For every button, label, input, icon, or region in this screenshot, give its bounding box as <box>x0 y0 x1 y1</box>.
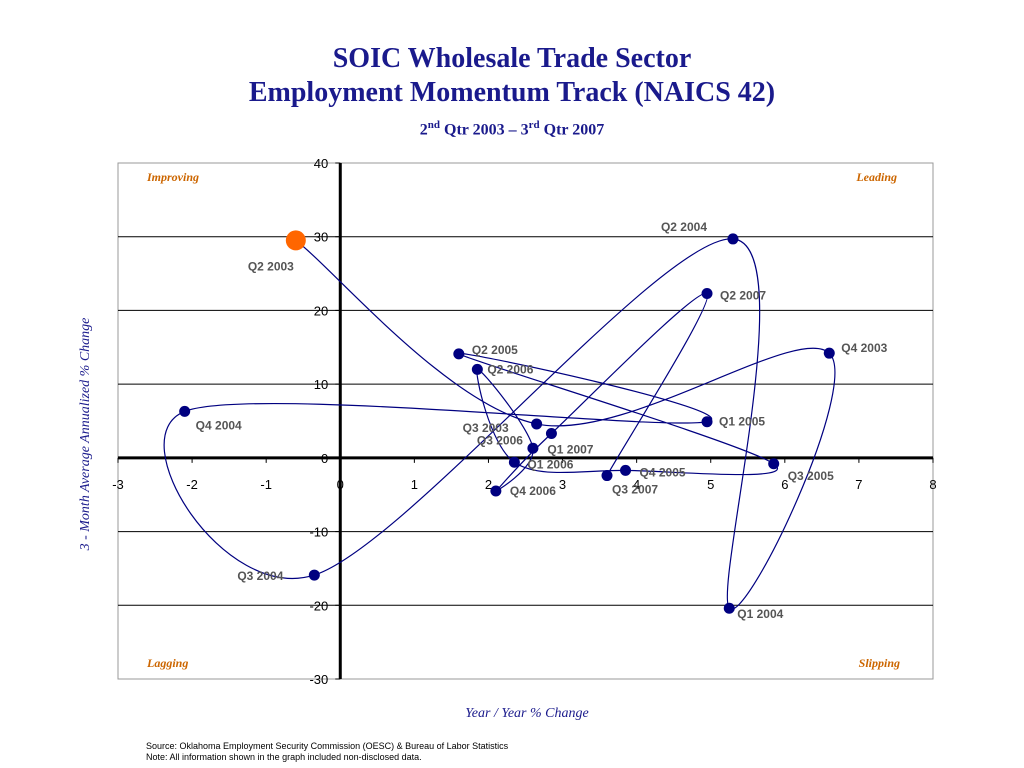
chart-title: SOIC Wholesale Trade Sector Employment M… <box>0 42 1024 143</box>
x-tick-label: 3 <box>559 477 566 492</box>
point-label: Q1 2006 <box>527 457 573 471</box>
quadrant-label-slipping: Slipping <box>859 656 900 670</box>
data-point <box>308 569 320 581</box>
point-label: Q3 2003 <box>463 421 509 435</box>
point-label: Q2 2003 <box>248 259 294 273</box>
data-point <box>701 287 713 299</box>
data-point <box>490 485 502 497</box>
x-tick-label: 0 <box>337 477 344 492</box>
x-tick-label: 2 <box>485 477 492 492</box>
data-point <box>823 347 835 359</box>
point-label: Q2 2004 <box>661 220 707 234</box>
point-label: Q2 2006 <box>487 362 533 376</box>
footnote: Source: Oklahoma Employment Security Com… <box>146 741 508 763</box>
x-tick-label: -1 <box>260 477 272 492</box>
point-label: Q2 2007 <box>720 288 766 302</box>
point-label: Q4 2004 <box>196 418 242 432</box>
y-tick-label: 20 <box>314 303 328 318</box>
point-label: Q3 2007 <box>612 483 658 497</box>
data-point <box>531 418 543 430</box>
y-tick-label: 30 <box>314 230 328 245</box>
data-point <box>601 470 613 482</box>
data-point-start <box>285 230 306 251</box>
x-axis-label: Year / Year % Change <box>465 706 589 721</box>
point-label: Q2 2005 <box>472 343 518 357</box>
point-label: Q3 2005 <box>788 469 834 483</box>
y-tick-label: 40 <box>314 156 328 171</box>
x-tick-label: 1 <box>411 477 418 492</box>
x-tick-label: 5 <box>707 477 714 492</box>
x-tick-label: 4 <box>633 477 640 492</box>
y-tick-label: -30 <box>309 672 328 687</box>
data-point <box>723 602 735 614</box>
data-point <box>453 348 465 360</box>
data-point <box>620 464 632 476</box>
y-tick-label: 10 <box>314 377 328 392</box>
point-label: Q3 2006 <box>477 433 523 447</box>
quadrant-label-lagging: Lagging <box>146 656 188 670</box>
y-tick-label: -20 <box>309 598 328 613</box>
data-point <box>508 456 520 468</box>
x-tick-label: 6 <box>781 477 788 492</box>
source-note: Source: Oklahoma Employment Security Com… <box>146 741 509 751</box>
data-point <box>471 363 483 375</box>
data-point <box>727 233 739 245</box>
data-point <box>701 416 713 428</box>
y-tick-label: -10 <box>309 525 328 540</box>
title-line-2: Employment Momentum Track (NAICS 42) <box>248 77 776 108</box>
disclosure-note: Note: All information shown in the graph… <box>146 752 422 762</box>
point-label: Q1 2005 <box>719 415 765 429</box>
y-tick-label: 0 <box>321 451 328 466</box>
title-line-3: 2nd Qtr 2003 – 3rd Qtr 2007 <box>419 119 605 139</box>
data-point <box>545 428 557 440</box>
point-label: Q1 2007 <box>547 443 593 457</box>
point-label: Q1 2004 <box>737 607 783 621</box>
x-tick-label: -2 <box>186 477 198 492</box>
quadrant-label-leading: Leading <box>855 170 897 184</box>
data-point <box>527 442 539 454</box>
quadrant-label-improving: Improving <box>146 170 199 184</box>
data-point <box>768 458 780 470</box>
point-label: Q3 2004 <box>237 569 283 583</box>
point-label: Q4 2006 <box>510 484 556 498</box>
title-line-1: SOIC Wholesale Trade Sector <box>332 43 692 74</box>
x-tick-label: 7 <box>855 477 862 492</box>
x-tick-label: -3 <box>112 477 124 492</box>
series-line <box>163 238 836 610</box>
data-point <box>179 405 191 417</box>
y-axis-label: 3 - Month Average Annualized % Change <box>78 317 93 551</box>
point-label: Q4 2003 <box>841 341 887 355</box>
x-tick-label: 8 <box>929 477 936 492</box>
point-label: Q4 2005 <box>640 465 686 479</box>
